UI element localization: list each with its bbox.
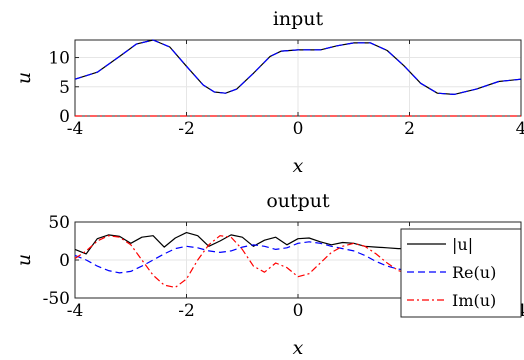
- xtick-label: 2: [404, 119, 415, 139]
- xtick-label: -2: [178, 301, 195, 321]
- xtick-label: 4: [516, 119, 524, 139]
- input-xtick-labels: -4 -2 0 2 4: [67, 119, 524, 139]
- xtick-label: -4: [67, 301, 84, 321]
- output-ylabel: u: [13, 254, 35, 266]
- ytick-label: 0: [59, 107, 70, 127]
- output-xlabel: x: [293, 337, 304, 359]
- input-ticks: [74, 40, 522, 117]
- xtick-label: 0: [293, 301, 304, 321]
- input-ylabel: u: [13, 72, 35, 84]
- legend-label-abs: |u|: [452, 235, 473, 254]
- input-xlabel: x: [293, 155, 304, 177]
- output-ticks: [74, 221, 522, 299]
- ytick-label: 5: [59, 78, 70, 98]
- ytick-label: 50: [48, 213, 70, 233]
- ytick-label: -50: [43, 289, 70, 309]
- input-series: [74, 39, 522, 117]
- output-legend: |u| Re(u) Im(u): [400, 228, 522, 318]
- input-series-line-1: [74, 39, 522, 96]
- xtick-label: -4: [67, 119, 84, 139]
- ytick-label: 0: [59, 251, 70, 271]
- ytick-label: 10: [48, 49, 70, 69]
- legend-label-re: Re(u): [452, 263, 496, 282]
- input-ytick-labels: 0 5 10: [48, 49, 70, 127]
- xtick-label: 0: [293, 119, 304, 139]
- legend-label-im: Im(u): [452, 291, 496, 310]
- output-ytick-labels: -50 0 50: [43, 213, 70, 309]
- input-axes: input -4 -2 0 2 4 0 5 10 x u: [13, 8, 524, 177]
- input-grid: [74, 40, 522, 117]
- xtick-label: -2: [178, 119, 195, 139]
- output-title: output: [266, 190, 330, 212]
- input-title: input: [273, 8, 324, 30]
